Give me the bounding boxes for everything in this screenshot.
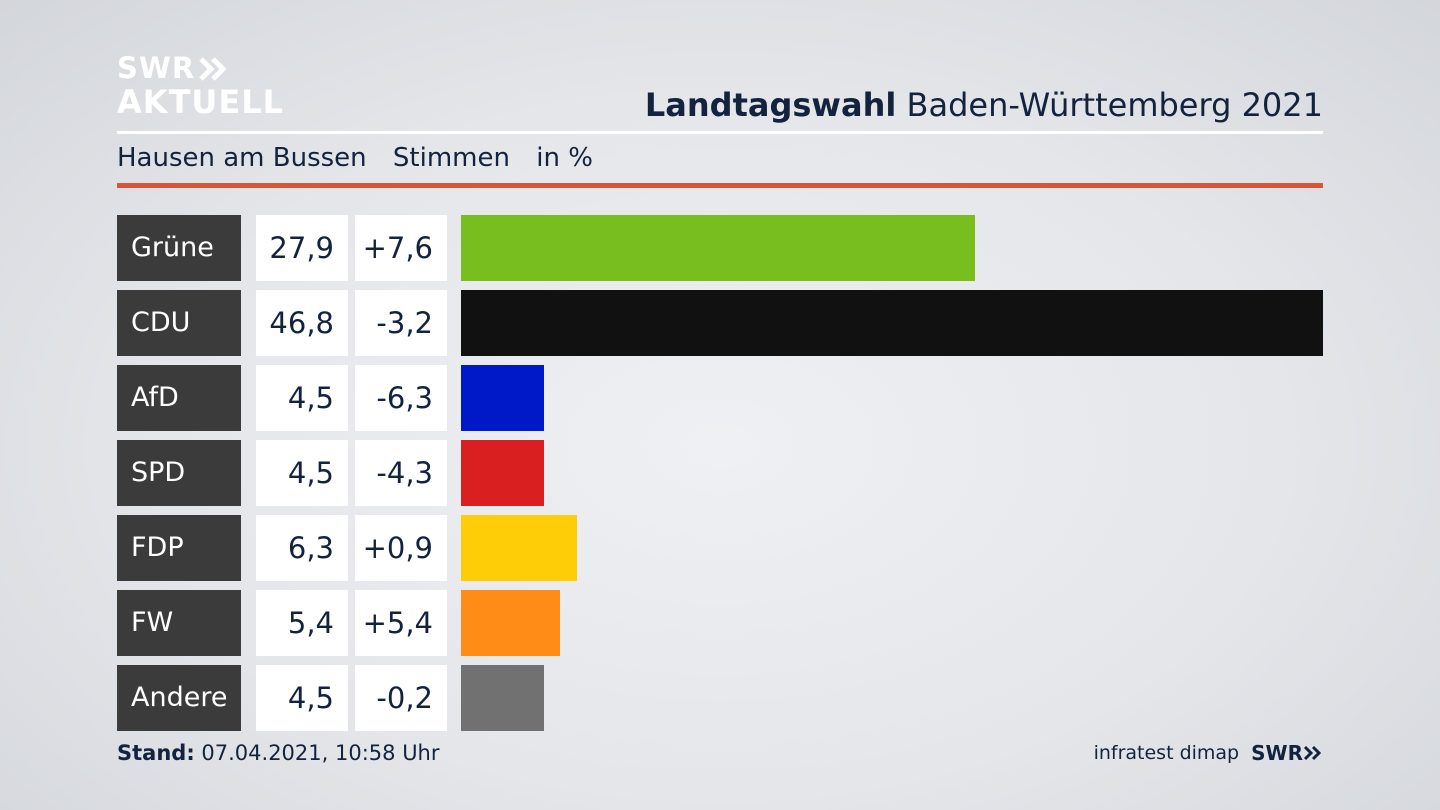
party-label: CDU	[117, 290, 241, 356]
change-label: -4,3	[355, 440, 447, 506]
timestamp: Stand: 07.04.2021, 10:58 Uhr	[117, 741, 440, 765]
change-label: +5,4	[355, 590, 447, 656]
bar	[461, 215, 975, 281]
chart-subtitle: Hausen am Bussen Stimmen in %	[117, 143, 611, 173]
footer-brand: SWR	[1251, 741, 1303, 765]
double-chevron-icon	[198, 56, 228, 82]
change-label: +7,6	[355, 215, 447, 281]
party-label: Grüne	[117, 215, 241, 281]
swr-footer-logo: SWR	[1251, 741, 1323, 765]
logo-line-1: SWR	[117, 51, 196, 85]
value-label: 4,5	[256, 440, 348, 506]
subtitle-unit: in %	[536, 143, 593, 173]
title-bold: Landtagswahl	[644, 86, 897, 124]
party-label: AfD	[117, 365, 241, 431]
stand-value: 07.04.2021, 10:58 Uhr	[201, 741, 440, 765]
party-label: Andere	[117, 665, 241, 731]
bar	[461, 290, 1323, 356]
swr-aktuell-logo: SWR AKTUELL	[117, 51, 285, 121]
logo-line-2: AKTUELL	[117, 83, 285, 121]
value-label: 4,5	[256, 365, 348, 431]
title-rest: Baden-Württemberg 2021	[906, 86, 1324, 124]
value-label: 27,9	[256, 215, 348, 281]
subtitle-place: Hausen am Bussen	[117, 143, 367, 173]
source-label: infratest dimap	[1093, 742, 1240, 764]
page-title: Landtagswahl Baden-Württemberg 2021	[645, 86, 1323, 124]
bar	[461, 665, 544, 731]
stand-label: Stand:	[117, 741, 195, 765]
double-chevron-icon	[1303, 745, 1322, 761]
party-label: SPD	[117, 440, 241, 506]
value-label: 6,3	[256, 515, 348, 581]
value-label: 46,8	[256, 290, 348, 356]
footer-credits: infratest dimap SWR	[1094, 741, 1323, 765]
accent-divider	[117, 183, 1323, 188]
value-label: 4,5	[256, 665, 348, 731]
bar	[461, 590, 560, 656]
change-label: -6,3	[355, 365, 447, 431]
party-label: FW	[117, 590, 241, 656]
bar	[461, 515, 577, 581]
bar	[461, 440, 544, 506]
bar	[461, 365, 544, 431]
change-label: -0,2	[355, 665, 447, 731]
change-label: +0,9	[355, 515, 447, 581]
party-label: FDP	[117, 515, 241, 581]
change-label: -3,2	[355, 290, 447, 356]
header-divider	[117, 131, 1323, 134]
subtitle-measure: Stimmen	[392, 143, 510, 173]
value-label: 5,4	[256, 590, 348, 656]
